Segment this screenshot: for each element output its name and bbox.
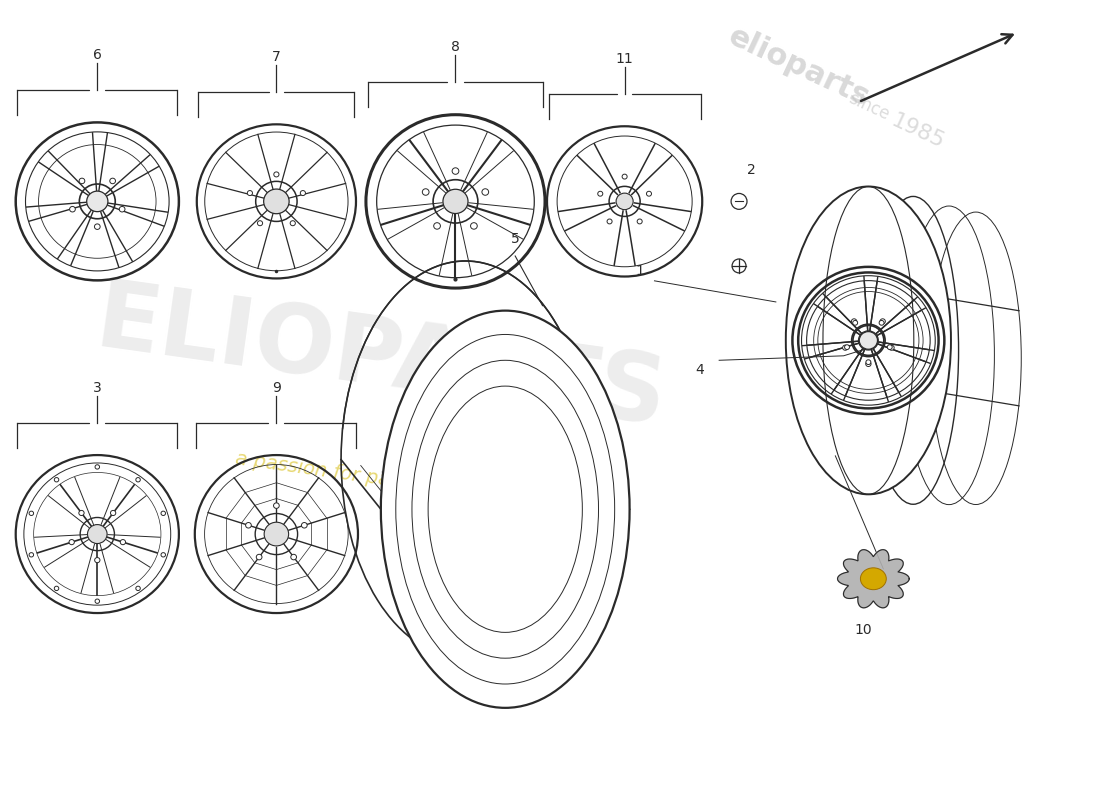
Ellipse shape <box>274 172 279 177</box>
Text: 10: 10 <box>855 623 872 638</box>
Text: elioparts: elioparts <box>724 22 875 113</box>
Ellipse shape <box>79 510 84 515</box>
Ellipse shape <box>95 465 99 469</box>
Ellipse shape <box>264 189 289 214</box>
Ellipse shape <box>29 553 34 557</box>
Text: ELIOPARTS: ELIOPARTS <box>90 274 672 446</box>
Ellipse shape <box>88 525 107 543</box>
Ellipse shape <box>69 539 75 545</box>
Text: 8: 8 <box>451 41 460 54</box>
Ellipse shape <box>879 321 884 326</box>
Ellipse shape <box>301 522 307 528</box>
Ellipse shape <box>880 318 886 324</box>
Ellipse shape <box>248 190 253 195</box>
Ellipse shape <box>69 206 75 212</box>
Text: 11: 11 <box>616 52 634 66</box>
Ellipse shape <box>54 478 58 482</box>
Ellipse shape <box>300 190 306 195</box>
Ellipse shape <box>858 331 878 350</box>
Ellipse shape <box>381 310 629 708</box>
Ellipse shape <box>120 539 125 545</box>
Ellipse shape <box>87 191 108 212</box>
Ellipse shape <box>471 222 477 229</box>
Ellipse shape <box>482 189 488 195</box>
Ellipse shape <box>452 168 459 174</box>
Ellipse shape <box>637 219 642 224</box>
Ellipse shape <box>54 586 58 590</box>
Ellipse shape <box>433 222 440 229</box>
Ellipse shape <box>843 345 848 350</box>
Ellipse shape <box>110 178 115 184</box>
Ellipse shape <box>274 503 279 508</box>
Text: 3: 3 <box>92 381 101 395</box>
Ellipse shape <box>135 586 141 590</box>
Text: 1985: 1985 <box>888 111 948 153</box>
Ellipse shape <box>889 345 894 350</box>
Text: 6: 6 <box>92 48 101 62</box>
Text: 1: 1 <box>636 264 645 278</box>
Ellipse shape <box>161 511 165 515</box>
Text: 4: 4 <box>695 363 704 378</box>
Ellipse shape <box>95 599 99 603</box>
Ellipse shape <box>79 178 85 184</box>
Ellipse shape <box>852 321 858 326</box>
Ellipse shape <box>888 345 892 350</box>
Ellipse shape <box>597 191 603 196</box>
Ellipse shape <box>95 224 100 230</box>
Ellipse shape <box>616 193 634 210</box>
Ellipse shape <box>119 206 125 212</box>
Text: 7: 7 <box>272 50 280 64</box>
Ellipse shape <box>135 478 141 482</box>
Text: 5: 5 <box>510 232 519 246</box>
Text: 9: 9 <box>272 381 280 395</box>
Text: a passion for parts since 1985: a passion for parts since 1985 <box>233 450 528 510</box>
Polygon shape <box>837 550 910 608</box>
Ellipse shape <box>161 553 165 557</box>
Ellipse shape <box>860 568 887 590</box>
Ellipse shape <box>290 554 297 560</box>
Ellipse shape <box>245 522 251 528</box>
Ellipse shape <box>845 345 849 350</box>
Ellipse shape <box>866 360 871 365</box>
Ellipse shape <box>264 522 288 546</box>
Ellipse shape <box>623 174 627 179</box>
Ellipse shape <box>785 186 952 494</box>
Ellipse shape <box>290 221 296 226</box>
Ellipse shape <box>859 331 878 350</box>
Text: 2: 2 <box>747 162 756 177</box>
Ellipse shape <box>257 221 263 226</box>
Ellipse shape <box>95 558 100 562</box>
Ellipse shape <box>422 189 429 195</box>
Ellipse shape <box>647 191 651 196</box>
Ellipse shape <box>607 219 612 224</box>
Ellipse shape <box>256 554 262 560</box>
Text: since: since <box>845 90 892 124</box>
Ellipse shape <box>443 190 468 214</box>
Ellipse shape <box>110 510 115 515</box>
Ellipse shape <box>29 511 34 515</box>
Ellipse shape <box>866 362 871 366</box>
Ellipse shape <box>851 318 857 324</box>
